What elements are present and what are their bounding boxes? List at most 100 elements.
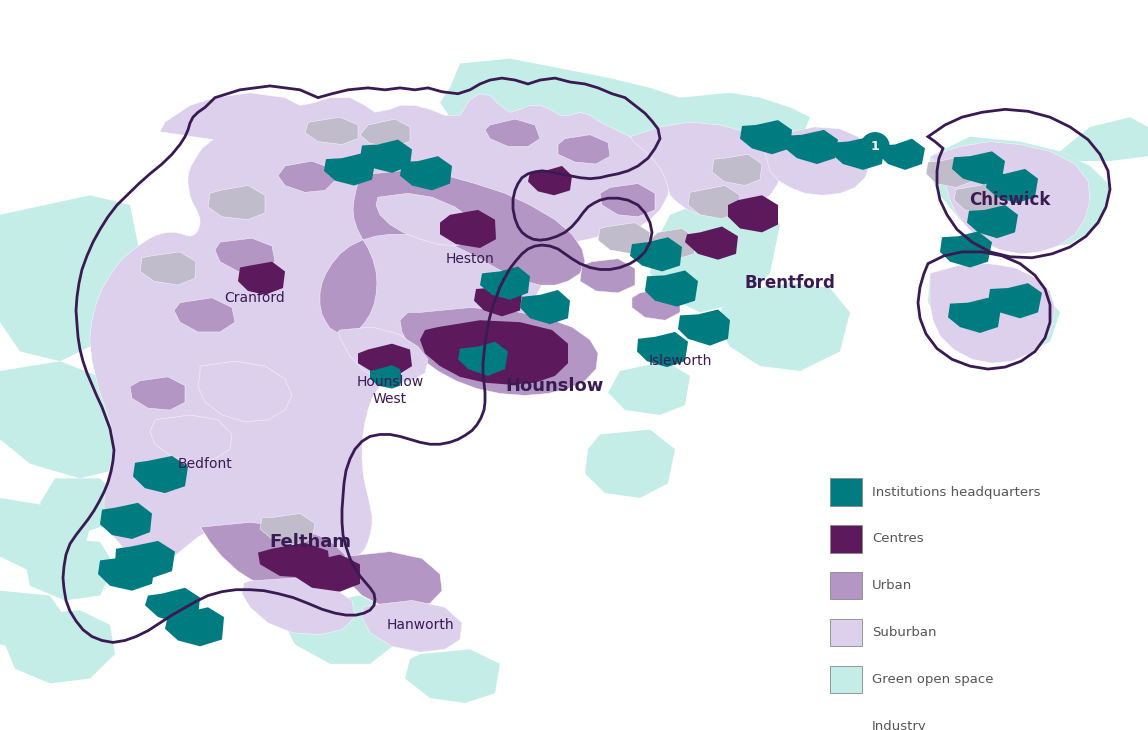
Polygon shape bbox=[305, 117, 358, 145]
Polygon shape bbox=[133, 456, 188, 493]
Polygon shape bbox=[324, 153, 375, 185]
Polygon shape bbox=[650, 195, 779, 312]
Polygon shape bbox=[259, 513, 315, 545]
Text: Hanworth: Hanworth bbox=[386, 618, 453, 632]
Polygon shape bbox=[90, 93, 670, 568]
Polygon shape bbox=[440, 58, 700, 142]
Polygon shape bbox=[940, 231, 992, 267]
Polygon shape bbox=[948, 298, 1001, 333]
Polygon shape bbox=[484, 119, 540, 147]
Polygon shape bbox=[208, 185, 265, 220]
Polygon shape bbox=[785, 130, 838, 164]
Text: Cranford: Cranford bbox=[225, 291, 286, 305]
Polygon shape bbox=[685, 226, 738, 260]
Text: Isleworth: Isleworth bbox=[649, 354, 712, 368]
Polygon shape bbox=[320, 171, 585, 334]
Polygon shape bbox=[630, 237, 682, 272]
Polygon shape bbox=[400, 156, 452, 191]
Polygon shape bbox=[360, 119, 410, 147]
Polygon shape bbox=[598, 223, 650, 254]
Text: 1: 1 bbox=[870, 140, 879, 153]
Polygon shape bbox=[926, 156, 975, 188]
Polygon shape bbox=[370, 365, 402, 388]
Polygon shape bbox=[645, 228, 696, 258]
Polygon shape bbox=[140, 252, 196, 285]
Polygon shape bbox=[762, 127, 870, 195]
Polygon shape bbox=[740, 120, 792, 154]
Text: Centres: Centres bbox=[872, 532, 924, 545]
Polygon shape bbox=[278, 161, 335, 192]
Polygon shape bbox=[600, 183, 656, 217]
Text: Institutions headquarters: Institutions headquarters bbox=[872, 485, 1040, 499]
Polygon shape bbox=[338, 327, 428, 383]
Polygon shape bbox=[585, 429, 675, 498]
Polygon shape bbox=[358, 344, 412, 375]
FancyBboxPatch shape bbox=[830, 712, 862, 730]
Polygon shape bbox=[954, 183, 1002, 215]
Polygon shape bbox=[294, 555, 360, 591]
Text: Green open space: Green open space bbox=[872, 673, 993, 686]
Text: Hounslow: Hounslow bbox=[506, 377, 604, 395]
Polygon shape bbox=[988, 283, 1042, 318]
Polygon shape bbox=[608, 361, 690, 415]
Polygon shape bbox=[420, 320, 568, 385]
Polygon shape bbox=[215, 238, 276, 272]
Polygon shape bbox=[242, 578, 355, 634]
FancyBboxPatch shape bbox=[830, 572, 862, 599]
Polygon shape bbox=[986, 169, 1038, 203]
Polygon shape bbox=[115, 541, 174, 578]
Polygon shape bbox=[930, 137, 1110, 249]
Polygon shape bbox=[637, 332, 688, 367]
Polygon shape bbox=[145, 588, 200, 623]
Polygon shape bbox=[712, 154, 762, 185]
Polygon shape bbox=[165, 607, 224, 646]
Polygon shape bbox=[360, 139, 412, 173]
Polygon shape bbox=[285, 596, 395, 664]
Polygon shape bbox=[0, 195, 140, 361]
Circle shape bbox=[861, 133, 889, 160]
Polygon shape bbox=[715, 283, 850, 371]
Polygon shape bbox=[688, 185, 740, 219]
Polygon shape bbox=[878, 139, 925, 170]
Polygon shape bbox=[0, 498, 90, 576]
Polygon shape bbox=[528, 166, 572, 195]
Polygon shape bbox=[680, 93, 810, 147]
Polygon shape bbox=[0, 591, 70, 654]
Text: Industry: Industry bbox=[872, 720, 926, 730]
Polygon shape bbox=[558, 135, 610, 164]
Polygon shape bbox=[520, 290, 571, 324]
Polygon shape bbox=[967, 205, 1018, 238]
Polygon shape bbox=[630, 122, 779, 217]
Polygon shape bbox=[98, 555, 155, 591]
Polygon shape bbox=[930, 264, 1055, 364]
Text: Chiswick: Chiswick bbox=[969, 191, 1050, 210]
Polygon shape bbox=[474, 283, 522, 316]
Text: Feltham: Feltham bbox=[269, 533, 351, 551]
Polygon shape bbox=[580, 258, 635, 293]
Polygon shape bbox=[928, 264, 1060, 356]
Polygon shape bbox=[678, 310, 730, 345]
Polygon shape bbox=[150, 415, 232, 462]
Polygon shape bbox=[25, 537, 115, 601]
Polygon shape bbox=[1060, 117, 1148, 161]
Polygon shape bbox=[377, 193, 478, 246]
Polygon shape bbox=[405, 649, 501, 703]
Polygon shape bbox=[832, 137, 884, 170]
FancyBboxPatch shape bbox=[830, 666, 862, 693]
Text: Heston: Heston bbox=[445, 252, 495, 266]
Text: Suburban: Suburban bbox=[872, 626, 937, 639]
Text: Urban: Urban bbox=[872, 580, 913, 592]
Polygon shape bbox=[952, 151, 1004, 185]
Polygon shape bbox=[197, 361, 292, 422]
FancyBboxPatch shape bbox=[830, 526, 862, 553]
Polygon shape bbox=[5, 610, 115, 683]
Text: Brentford: Brentford bbox=[745, 274, 836, 292]
Polygon shape bbox=[0, 361, 130, 478]
Polygon shape bbox=[238, 261, 285, 295]
Polygon shape bbox=[480, 266, 530, 300]
Text: Hounslow
West: Hounslow West bbox=[356, 375, 424, 406]
Polygon shape bbox=[200, 523, 346, 591]
Polygon shape bbox=[930, 142, 1089, 254]
Polygon shape bbox=[400, 307, 598, 396]
Polygon shape bbox=[362, 601, 461, 652]
